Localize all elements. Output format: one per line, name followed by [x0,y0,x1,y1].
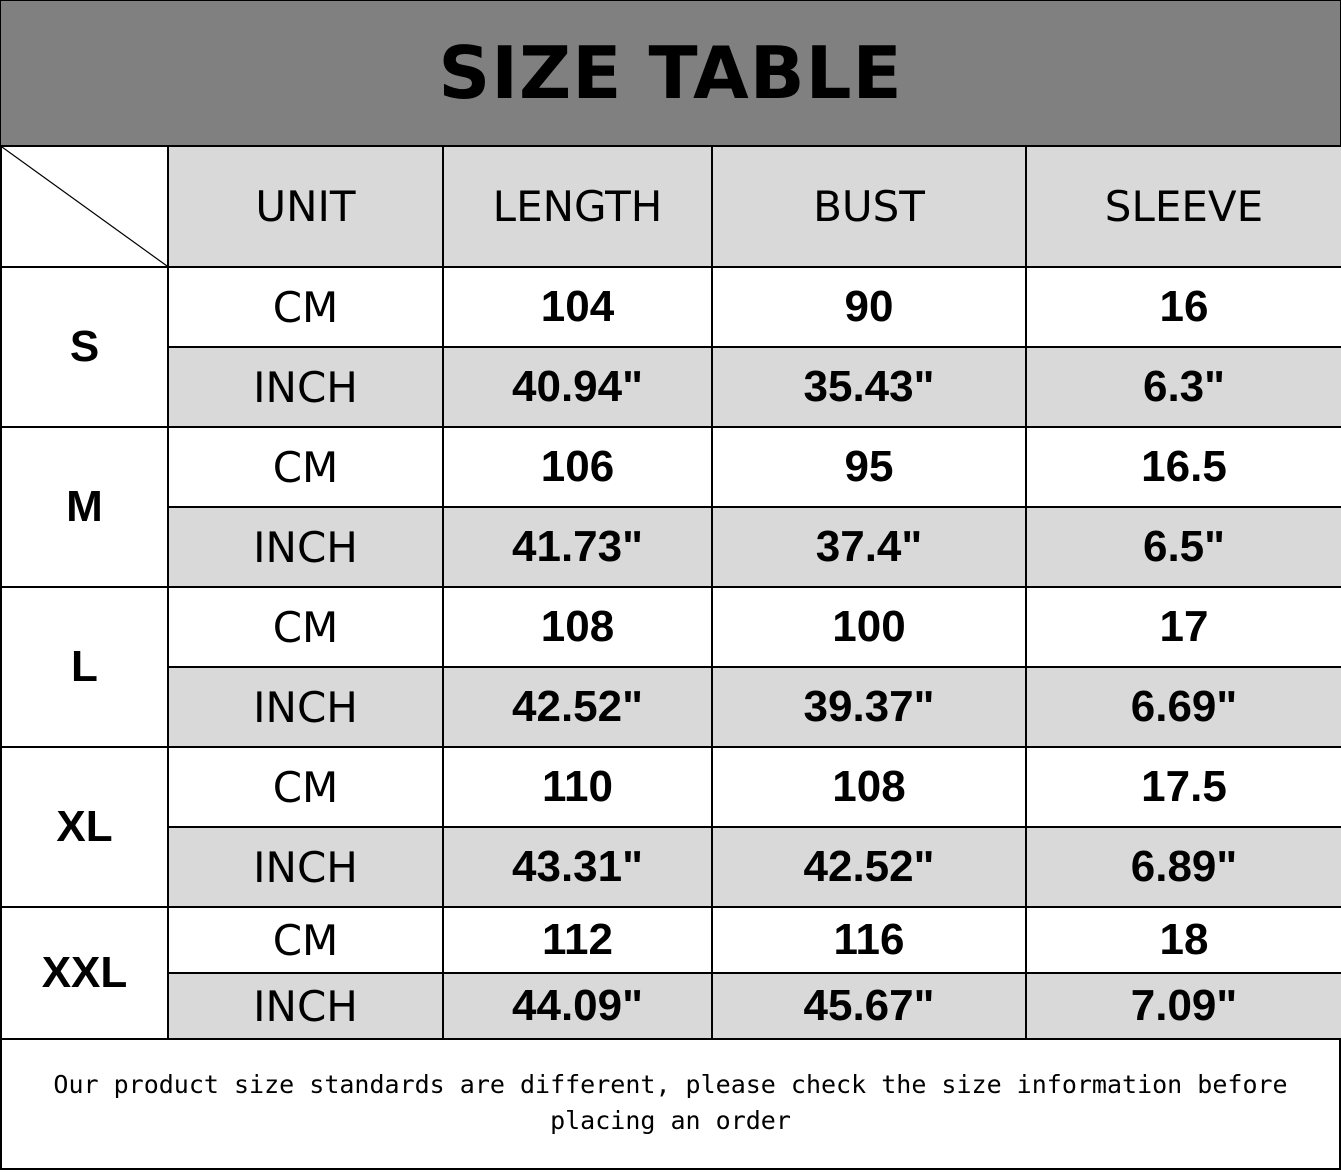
table-row-inch: INCH 40.94" 35.43" 6.3" [1,346,1341,428]
unit-cell: INCH [167,826,444,908]
table-row-inch: INCH 42.52" 39.37" 6.69" [1,666,1341,748]
unit-cell: CM [167,586,444,668]
size-label: XL [0,746,169,908]
size-label: S [0,266,169,428]
table-row-inch: INCH 44.09" 45.67" 7.09" [1,972,1341,1040]
length-cell: 104 [442,266,713,348]
length-cell: 110 [442,746,713,828]
sleeve-cell: 16.5 [1025,426,1341,508]
table-row-inch: INCH 41.73" 37.4" 6.5" [1,506,1341,588]
bust-cell: 95 [711,426,1027,508]
unit-cell: CM [167,426,444,508]
sleeve-cell: 17 [1025,586,1341,668]
unit-cell: CM [167,746,444,828]
length-cell: 42.52" [442,666,713,748]
unit-cell: INCH [167,346,444,428]
length-cell: 106 [442,426,713,508]
header-sleeve: SLEEVE [1025,145,1341,268]
diagonal-line [2,147,167,266]
bust-cell: 108 [711,746,1027,828]
size-label: L [0,586,169,748]
size-label: M [0,426,169,588]
bust-cell: 39.37" [711,666,1027,748]
bust-cell: 35.43" [711,346,1027,428]
bust-cell: 116 [711,906,1027,974]
length-cell: 108 [442,586,713,668]
unit-cell: INCH [167,506,444,588]
sleeve-cell: 6.5" [1025,506,1341,588]
header-length: LENGTH [442,145,713,268]
sleeve-cell: 6.69" [1025,666,1341,748]
sleeve-cell: 16 [1025,266,1341,348]
bust-cell: 42.52" [711,826,1027,908]
table-row-cm: L CM 108 100 17 [0,586,1341,748]
unit-cell: CM [167,266,444,348]
size-label: XXL [0,906,169,1040]
header-bust: BUST [711,145,1027,268]
length-cell: 41.73" [442,506,713,588]
sleeve-cell: 7.09" [1025,972,1341,1040]
length-cell: 40.94" [442,346,713,428]
table-row-cm: M CM 106 95 16.5 [0,426,1341,588]
unit-cell: INCH [167,666,444,748]
bust-cell: 90 [711,266,1027,348]
bust-cell: 45.67" [711,972,1027,1040]
length-cell: 112 [442,906,713,974]
header-row: UNIT LENGTH BUST SLEEVE [0,145,1341,268]
bust-cell: 37.4" [711,506,1027,588]
length-cell: 44.09" [442,972,713,1040]
table-row-cm: S CM 104 90 16 [0,266,1341,428]
table-row-cm: XXL CM 112 116 18 [0,906,1341,1040]
sleeve-cell: 17.5 [1025,746,1341,828]
table-row-inch: INCH 43.31" 42.52" 6.89" [1,826,1341,908]
corner-cell [0,145,169,268]
page-title: SIZE TABLE [0,0,1341,145]
footer-note: Our product size standards are different… [0,1038,1341,1170]
table-row-cm: XL CM 110 108 17.5 [0,746,1341,908]
sleeve-cell: 18 [1025,906,1341,974]
unit-cell: INCH [167,972,444,1040]
sleeve-cell: 6.89" [1025,826,1341,908]
sleeve-cell: 6.3" [1025,346,1341,428]
unit-cell: CM [167,906,444,974]
size-table: UNIT LENGTH BUST SLEEVE S CM 104 90 16 INCH 40… [0,145,1341,1040]
header-unit: UNIT [167,145,444,268]
bust-cell: 100 [711,586,1027,668]
length-cell: 43.31" [442,826,713,908]
